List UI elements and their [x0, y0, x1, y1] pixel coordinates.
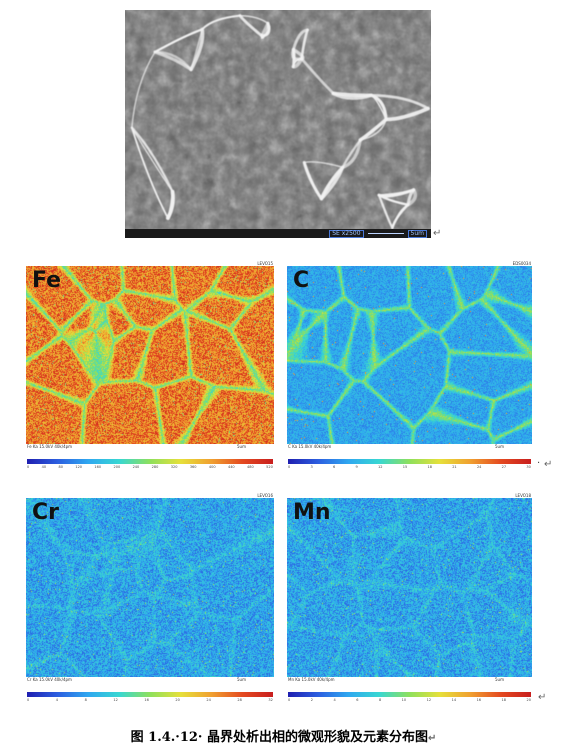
fe-map-canvas	[26, 266, 274, 444]
colorbar-tick-label: 280	[151, 465, 159, 469]
return-mark: ↵	[538, 692, 547, 703]
caption-text: 图 1.4.·12· 晶界处析出相的微观形貌及元素分布图	[130, 730, 428, 745]
colorbar-tick-label: 4	[55, 698, 59, 702]
c-map-canvas	[287, 266, 532, 444]
colorbar-tick-label: 480	[247, 465, 254, 469]
colorbar-tick-label: 0	[288, 698, 291, 702]
element-label-c: C	[293, 268, 310, 293]
colorbar-c: 0 3 6 9 12 15 18 21 24 27 30	[285, 457, 534, 471]
cr-map-canvas	[26, 498, 274, 677]
mn-map-canvas	[287, 498, 532, 677]
colorbar-tick-label: 18	[501, 698, 507, 702]
colorbar-ticks: 0 4 8 12 16 20 24 28 32	[27, 698, 273, 702]
figure-caption: 图 1.4.·12· 晶界处析出相的微观形貌及元素分布图↵	[0, 726, 567, 745]
colorbar-tick-label: 9	[355, 465, 358, 469]
colorbar-ticks: 0 3 6 9 12 15 18 21 24 27 30	[288, 465, 531, 469]
colorbar-tick-label: 520	[266, 465, 273, 469]
colorbar-gradient	[27, 459, 273, 464]
sem-micrograph: SE x2500 5um	[125, 10, 431, 238]
map-footer-scale: 5um	[237, 677, 246, 682]
map-footer-scale: 5um	[237, 444, 246, 449]
colorbar-ticks: 0 2 4 6 8 10 12 14 16 18 20	[288, 698, 531, 702]
colorbar-tick-label: 4	[333, 698, 336, 702]
colorbar-tick-label: 10	[401, 698, 407, 702]
colorbar-tick-label: 30	[526, 465, 531, 469]
colorbar-tick-label: 8	[378, 698, 382, 702]
colorbar-cr: 0 4 8 12 16 20 24 28 32	[24, 690, 276, 704]
bullet-mark: ·	[537, 458, 541, 469]
map-header: LEVO15	[257, 261, 273, 266]
return-mark: ↵	[544, 459, 553, 470]
element-label-mn: Mn	[293, 500, 331, 525]
colorbar-tick-label: 6	[333, 465, 336, 469]
element-label-fe: Fe	[32, 268, 62, 293]
map-footer-scale: 5um	[495, 444, 504, 449]
colorbar-tick-label: 14	[451, 698, 457, 702]
colorbar-tick-label: 240	[132, 465, 140, 469]
colorbar-gradient	[27, 692, 273, 697]
colorbar-tick-label: 27	[501, 465, 507, 469]
colorbar-tick-label: 40	[41, 465, 47, 469]
colorbar-tick-label: 24	[476, 465, 482, 469]
colorbar-gradient	[288, 692, 531, 697]
map-header: EDS0034	[512, 261, 531, 266]
colorbar-tick-label: 320	[170, 465, 178, 469]
colorbar-tick-label: 80	[58, 465, 63, 469]
colorbar-tick-label: 18	[427, 465, 432, 469]
eds-map-cr: LEVO16 Cr Cr Ka 15.0kV 40k/4pm 5um	[24, 492, 276, 683]
colorbar-tick-label: 12	[113, 698, 118, 702]
colorbar-tick-label: 2	[310, 698, 313, 702]
colorbar-tick-label: 360	[189, 465, 197, 469]
colorbar-tick-label: 6	[356, 698, 359, 702]
sem-scale-line	[367, 233, 404, 234]
colorbar-tick-label: 28	[237, 698, 242, 702]
eds-map-fe: LEVO15 Fe Fe Ka 15.0kV 40k/4pm 5um	[24, 260, 276, 450]
colorbar-tick-label: 200	[113, 465, 121, 469]
colorbar-tick-label: 120	[75, 465, 83, 469]
colorbar-tick-label: 0	[27, 698, 30, 702]
return-mark: ↵	[427, 733, 437, 744]
colorbar-tick-label: 15	[402, 465, 408, 469]
map-header: LEVO18	[515, 493, 531, 498]
colorbar-tick-label: 160	[94, 465, 102, 469]
colorbar-mn: 0 2 4 6 8 10 12 14 16 18 20	[285, 690, 534, 704]
map-footer: Mn Ka 15.0kV 40k/4pm	[288, 677, 335, 682]
colorbar-tick-label: 20	[526, 698, 531, 702]
return-mark: ↵	[433, 228, 442, 239]
colorbar-fe: 0 40 80 120 160 200 240 280 320 360 400 440 480 520	[24, 457, 276, 471]
colorbar-gradient	[288, 459, 531, 464]
eds-map-c: EDS0034 C C Ka 15.0kV 40k/4pm 5um	[285, 260, 534, 450]
colorbar-tick-label: 8	[84, 698, 87, 702]
map-footer: Cr Ka 15.0kV 40k/4pm	[27, 677, 72, 682]
colorbar-ticks: 0 40 80 120 160 200 240 280 320 360 400 440 480 520	[27, 465, 273, 469]
colorbar-tick-label: 400	[208, 465, 216, 469]
map-footer: C Ka 15.0kV 40k/4pm	[288, 444, 332, 449]
sem-detector-label: SE x2500	[329, 229, 364, 238]
colorbar-tick-label: 20	[175, 698, 180, 702]
colorbar-tick-label: 0	[27, 465, 30, 469]
sem-info-bar: SE x2500 5um	[125, 229, 431, 238]
colorbar-tick-label: 32	[268, 698, 273, 702]
eds-map-mn: LEVO18 Mn Mn Ka 15.0kV 40k/4pm 5um	[285, 492, 534, 683]
colorbar-tick-label: 16	[144, 698, 149, 702]
map-footer-scale: 5um	[495, 677, 504, 682]
map-footer: Fe Ka 15.0kV 40k/4pm	[27, 444, 73, 449]
colorbar-tick-label: 440	[227, 465, 235, 469]
colorbar-tick-label: 16	[476, 698, 482, 702]
sem-image	[125, 10, 431, 229]
colorbar-tick-label: 24	[206, 698, 211, 702]
colorbar-tick-label: 0	[288, 465, 291, 469]
colorbar-tick-label: 3	[310, 465, 313, 469]
map-header: LEVO16	[257, 493, 273, 498]
colorbar-tick-label: 12	[378, 465, 383, 469]
sem-scale-label: 5um	[407, 229, 427, 238]
element-label-cr: Cr	[32, 500, 59, 525]
colorbar-tick-label: 12	[426, 698, 432, 702]
colorbar-tick-label: 21	[452, 465, 457, 469]
